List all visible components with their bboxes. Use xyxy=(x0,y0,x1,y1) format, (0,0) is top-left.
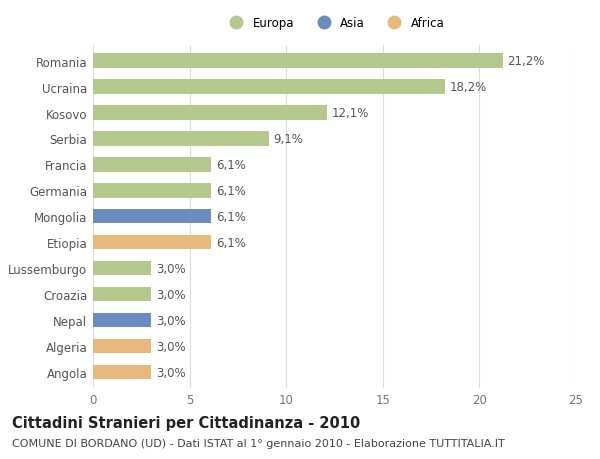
Text: 3,0%: 3,0% xyxy=(156,314,185,327)
Bar xyxy=(93,210,211,224)
Text: 3,0%: 3,0% xyxy=(156,262,185,275)
Bar xyxy=(93,158,211,172)
Text: 3,0%: 3,0% xyxy=(156,340,185,353)
Bar xyxy=(93,313,151,328)
Bar xyxy=(93,184,211,198)
Text: 12,1%: 12,1% xyxy=(332,107,369,120)
Text: 18,2%: 18,2% xyxy=(449,81,487,94)
Text: 9,1%: 9,1% xyxy=(274,133,304,146)
Bar xyxy=(93,235,211,250)
Bar xyxy=(93,106,327,120)
Legend: Europa, Asia, Africa: Europa, Asia, Africa xyxy=(221,13,448,33)
Text: 21,2%: 21,2% xyxy=(508,55,545,68)
Text: 6,1%: 6,1% xyxy=(215,185,245,197)
Text: Cittadini Stranieri per Cittadinanza - 2010: Cittadini Stranieri per Cittadinanza - 2… xyxy=(12,415,360,431)
Text: 6,1%: 6,1% xyxy=(215,236,245,249)
Bar xyxy=(93,54,503,68)
Text: COMUNE DI BORDANO (UD) - Dati ISTAT al 1° gennaio 2010 - Elaborazione TUTTITALIA: COMUNE DI BORDANO (UD) - Dati ISTAT al 1… xyxy=(12,438,505,448)
Bar xyxy=(93,365,151,380)
Bar xyxy=(93,287,151,302)
Bar xyxy=(93,80,445,95)
Text: 3,0%: 3,0% xyxy=(156,288,185,301)
Text: 6,1%: 6,1% xyxy=(215,158,245,172)
Text: 3,0%: 3,0% xyxy=(156,366,185,379)
Bar xyxy=(93,132,269,146)
Bar xyxy=(93,339,151,353)
Text: 6,1%: 6,1% xyxy=(215,210,245,224)
Bar xyxy=(93,262,151,276)
